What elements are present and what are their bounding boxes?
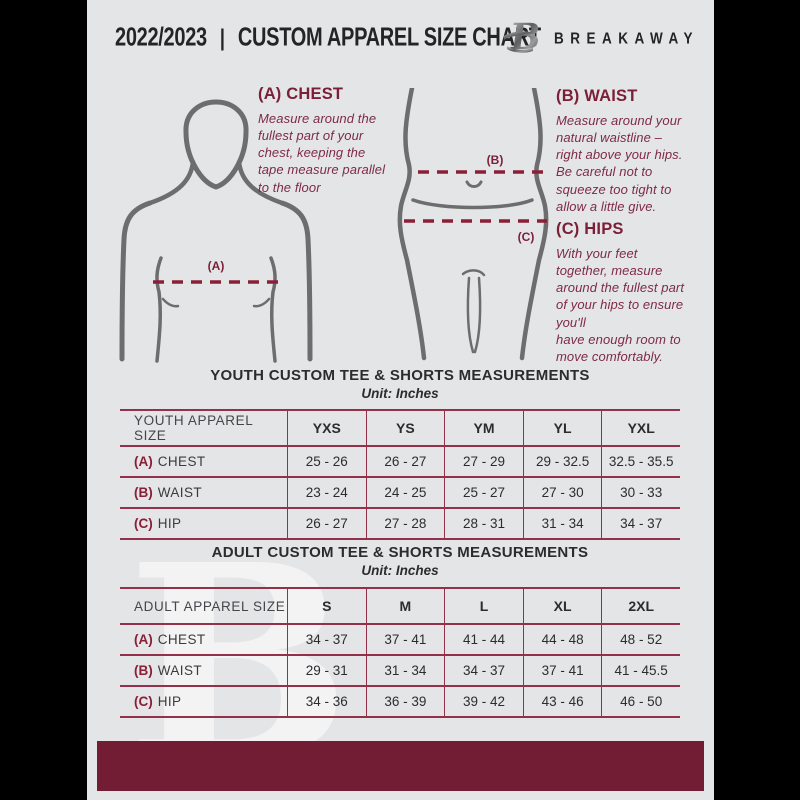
- table-cell: 23 - 24: [287, 478, 366, 509]
- row-name: CHEST: [157, 632, 206, 647]
- table-header-cell: L: [444, 589, 523, 625]
- table-row-label: (B) WAIST: [120, 478, 287, 509]
- table-row-label: (C) HIP: [120, 509, 287, 540]
- table-header-cell: YS: [365, 411, 445, 447]
- table-row-label: (A) CHEST: [120, 447, 287, 478]
- table-cell: 29 - 32.5: [522, 447, 602, 478]
- waist-hip-figure-illustration: (B) (C): [397, 88, 549, 361]
- chest-guide-heading: (A) CHEST: [258, 85, 344, 103]
- table-cell: 34 - 36: [287, 687, 366, 718]
- table-cell: 31 - 34: [522, 509, 602, 540]
- adult-table-title: ADULT CUSTOM TEE & SHORTS MEASUREMENTS: [211, 544, 589, 561]
- waist-guide-text: Measure around your natural waistline – …: [556, 113, 683, 214]
- table-cell: 28 - 31: [444, 509, 523, 540]
- table-header-cell: M: [365, 589, 445, 625]
- table-cell: 25 - 27: [444, 478, 523, 509]
- hips-guide-text: With your feet together, measure around …: [556, 246, 685, 364]
- size-chart-page: 2022/2023 | CUSTOM APPAREL SIZE CHART B …: [87, 0, 714, 800]
- table-cell: 26 - 27: [365, 447, 445, 478]
- table-cell: 34 - 37: [287, 625, 366, 656]
- table-cell: 26 - 27: [287, 509, 366, 540]
- table-cell: 27 - 28: [365, 509, 445, 540]
- table-cell: 29 - 31: [287, 656, 366, 687]
- breakaway-logo-icon: B: [504, 16, 544, 56]
- row-name: WAIST: [157, 485, 202, 500]
- table-header-cell: YXS: [287, 411, 366, 447]
- table-cell: 31 - 34: [365, 656, 445, 687]
- table-header-cell: YXL: [601, 411, 680, 447]
- table-header-cell: ADULT APPAREL SIZE: [120, 589, 287, 625]
- chest-guide-text: Measure around the fullest part of your …: [258, 111, 386, 195]
- waist-guide-heading: (B) WAIST: [556, 87, 638, 105]
- page-header: 2022/2023 | CUSTOM APPAREL SIZE CHART: [115, 24, 541, 53]
- page-title: CUSTOM APPAREL SIZE CHART: [237, 23, 541, 53]
- row-prefix: (A): [134, 632, 153, 647]
- row-prefix: (C): [134, 694, 153, 709]
- table-header-cell: YOUTH APPAREL SIZE: [120, 411, 287, 447]
- table-row-label: (A) CHEST: [120, 625, 287, 656]
- table-cell: 34 - 37: [601, 509, 680, 540]
- adult-size-table: ADULT APPAREL SIZE S M L XL 2XL (A) CHES…: [120, 587, 680, 718]
- chest-line-label: (A): [208, 259, 225, 273]
- header-divider: |: [219, 24, 225, 51]
- table-cell: 36 - 39: [365, 687, 445, 718]
- row-prefix: (A): [134, 454, 153, 469]
- table-cell: 24 - 25: [365, 478, 445, 509]
- table-cell: 43 - 46: [522, 687, 602, 718]
- hips-guide-heading: (C) HIPS: [556, 220, 624, 238]
- table-cell: 39 - 42: [444, 687, 523, 718]
- table-cell: 32.5 - 35.5: [601, 447, 680, 478]
- season-label: 2022/2023: [115, 23, 207, 53]
- table-header-cell: YL: [522, 411, 602, 447]
- table-header-cell: XL: [522, 589, 602, 625]
- youth-table-unit: Unit: Inches: [361, 386, 439, 401]
- footer-accent-bar: [97, 741, 704, 791]
- row-prefix: (C): [134, 516, 153, 531]
- table-cell: 41 - 44: [444, 625, 523, 656]
- waist-line-label: (B): [487, 153, 504, 167]
- row-name: HIP: [157, 516, 182, 531]
- youth-size-table: YOUTH APPAREL SIZE YXS YS YM YL YXL (A) …: [120, 409, 680, 540]
- table-cell: 30 - 33: [601, 478, 680, 509]
- row-name: WAIST: [157, 663, 202, 678]
- table-cell: 48 - 52: [601, 625, 680, 656]
- row-name: CHEST: [157, 454, 206, 469]
- table-cell: 37 - 41: [365, 625, 445, 656]
- chest-figure-illustration: (A): [119, 99, 313, 363]
- table-cell: 27 - 29: [444, 447, 523, 478]
- table-header-cell: YM: [444, 411, 523, 447]
- table-cell: 44 - 48: [522, 625, 602, 656]
- row-name: HIP: [157, 694, 182, 709]
- brand-name: BREAKAWAY: [554, 29, 700, 48]
- table-cell: 34 - 37: [444, 656, 523, 687]
- table-cell: 46 - 50: [601, 687, 680, 718]
- table-row-label: (B) WAIST: [120, 656, 287, 687]
- table-header-cell: S: [287, 589, 366, 625]
- table-header-cell: 2XL: [601, 589, 680, 625]
- youth-table-title: YOUTH CUSTOM TEE & SHORTS MEASUREMENTS: [210, 367, 590, 384]
- table-cell: 37 - 41: [522, 656, 602, 687]
- row-prefix: (B): [134, 663, 153, 678]
- table-cell: 27 - 30: [522, 478, 602, 509]
- row-prefix: (B): [134, 485, 153, 500]
- table-cell: 25 - 26: [287, 447, 366, 478]
- table-row-label: (C) HIP: [120, 687, 287, 718]
- table-cell: 41 - 45.5: [601, 656, 680, 687]
- hip-line-label: (C): [518, 230, 535, 244]
- adult-table-unit: Unit: Inches: [361, 563, 439, 578]
